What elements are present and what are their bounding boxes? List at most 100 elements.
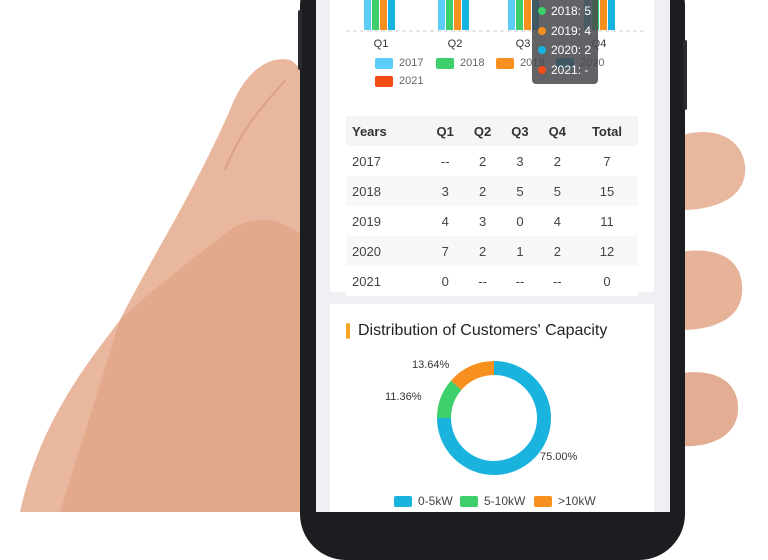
legend-label: >10kW xyxy=(558,494,596,508)
table-cell: -- xyxy=(463,266,502,296)
table-cell: 5 xyxy=(538,176,576,206)
capacity-donut-chart xyxy=(437,361,551,475)
table-header: Q1 xyxy=(426,116,464,146)
capacity-card: Distribution of Customers' Capacity 13.6… xyxy=(330,304,654,512)
tooltip-text: 2020: 2 xyxy=(551,43,592,57)
donut-slice[interactable] xyxy=(437,380,462,419)
tooltip-row: 2021: - xyxy=(538,63,588,77)
table-cell: 2020 xyxy=(346,236,427,266)
phone-side-button xyxy=(298,10,302,70)
legend-swatch xyxy=(534,495,552,507)
table-row: 2017 -- 2 3 2 7 xyxy=(346,146,638,176)
bar[interactable] xyxy=(446,0,453,30)
bar[interactable] xyxy=(462,0,469,30)
table-row: 2019 4 3 0 4 11 xyxy=(346,206,638,236)
legend-item[interactable]: 2021 xyxy=(375,75,423,87)
table-header: Q2 xyxy=(463,116,502,146)
table-cell: 2 xyxy=(463,236,502,266)
tooltip-dot xyxy=(538,46,546,54)
quarterly-bar-chart xyxy=(346,0,646,32)
table-cell: 3 xyxy=(501,146,539,176)
chart-tooltip: 2018: 5 2019: 4 2020: 2 2021: - xyxy=(532,0,598,84)
legend-swatch xyxy=(460,495,478,507)
table-cell: 2018 xyxy=(346,176,427,206)
bar[interactable] xyxy=(364,0,371,30)
table-header-row: Years Q1 Q2 Q3 Q4 Total xyxy=(346,116,638,146)
table-cell: 1 xyxy=(501,236,539,266)
legend-label: 0-5kW xyxy=(418,494,453,508)
tooltip-text: 2018: 5 xyxy=(551,4,592,18)
table-cell: 11 xyxy=(575,206,638,236)
section-title-text: Distribution of Customers' Capacity xyxy=(358,322,608,339)
slice-label: 11.36% xyxy=(385,391,422,403)
bar[interactable] xyxy=(508,0,515,30)
table-cell: -- xyxy=(426,146,464,176)
slice-label: 75.00% xyxy=(540,451,578,463)
sales-card: Q1 Q2 Q3 Q4 2017 2018 2019 2020 2021 xyxy=(330,0,654,296)
tooltip-text: 2021: - xyxy=(551,63,589,77)
quarter-label: Q2 xyxy=(447,38,463,50)
bar[interactable] xyxy=(524,0,531,30)
legend-label: 2021 xyxy=(399,75,424,87)
table-header: Years xyxy=(346,116,427,146)
table-cell: 2019 xyxy=(346,206,427,236)
table-cell: 3 xyxy=(463,206,502,236)
slice-label: 13.64% xyxy=(412,359,450,371)
bar[interactable] xyxy=(372,0,379,30)
table-cell: 4 xyxy=(538,206,576,236)
donut-slice[interactable] xyxy=(437,361,551,475)
tooltip-row: 2018: 5 xyxy=(538,4,591,18)
table-cell: 5 xyxy=(501,176,539,206)
title-accent-bar xyxy=(346,323,350,339)
legend-item[interactable]: 5-10kW xyxy=(460,494,525,508)
bar[interactable] xyxy=(600,0,607,30)
table-cell: 2 xyxy=(463,146,502,176)
quarter-label: Q3 xyxy=(515,38,531,50)
app-screen: Q1 Q2 Q3 Q4 2017 2018 2019 2020 2021 xyxy=(316,0,670,512)
table-cell: 2021 xyxy=(346,266,427,296)
table-cell: 0 xyxy=(501,206,539,236)
table-cell: 12 xyxy=(575,236,638,266)
table-cell: -- xyxy=(538,266,576,296)
legend-swatch xyxy=(375,75,393,87)
table-header: Total xyxy=(575,116,638,146)
legend-item[interactable]: >10kW xyxy=(534,494,596,508)
section-title: Distribution of Customers' Capacity xyxy=(346,322,607,340)
legend-swatch xyxy=(394,495,412,507)
bar[interactable] xyxy=(388,0,395,30)
tooltip-row: 2019: 4 xyxy=(538,24,591,38)
bar[interactable] xyxy=(516,0,523,30)
table-cell: 4 xyxy=(426,206,464,236)
phone-side-button xyxy=(683,40,687,110)
table-cell: 0 xyxy=(575,266,638,296)
table-cell: 3 xyxy=(426,176,464,206)
table-row: 2021 0 -- -- -- 0 xyxy=(346,266,638,296)
tooltip-dot xyxy=(538,27,546,35)
legend-item[interactable]: 2017 xyxy=(375,57,423,69)
tooltip-row: 2020: 2 xyxy=(538,43,591,57)
table-cell: 15 xyxy=(575,176,638,206)
table-cell: 0 xyxy=(426,266,464,296)
bar[interactable] xyxy=(454,0,461,30)
bar[interactable] xyxy=(608,0,615,30)
legend-swatch xyxy=(436,57,454,69)
legend-label: 5-10kW xyxy=(484,494,526,508)
legend-label: 2018 xyxy=(460,57,485,69)
legend-swatch xyxy=(496,57,514,69)
bar[interactable] xyxy=(380,0,387,30)
quarterly-table: Years Q1 Q2 Q3 Q4 Total 2017 -- 2 3 2 7 xyxy=(346,116,638,296)
quarter-label: Q1 xyxy=(373,38,389,50)
table-cell: 2 xyxy=(538,146,576,176)
tooltip-text: 2019: 4 xyxy=(551,24,592,38)
tooltip-dot xyxy=(538,7,546,15)
legend-item[interactable]: 0-5kW xyxy=(394,494,453,508)
legend-item[interactable]: 2018 xyxy=(436,57,484,69)
table-cell: -- xyxy=(501,266,539,296)
table-header: Q4 xyxy=(538,116,576,146)
bar[interactable] xyxy=(438,0,445,30)
table-cell: 7 xyxy=(575,146,638,176)
table-row: 2018 3 2 5 5 15 xyxy=(346,176,638,206)
donut-slice[interactable] xyxy=(450,361,495,391)
table-cell: 2 xyxy=(463,176,502,206)
table-cell: 2017 xyxy=(346,146,427,176)
